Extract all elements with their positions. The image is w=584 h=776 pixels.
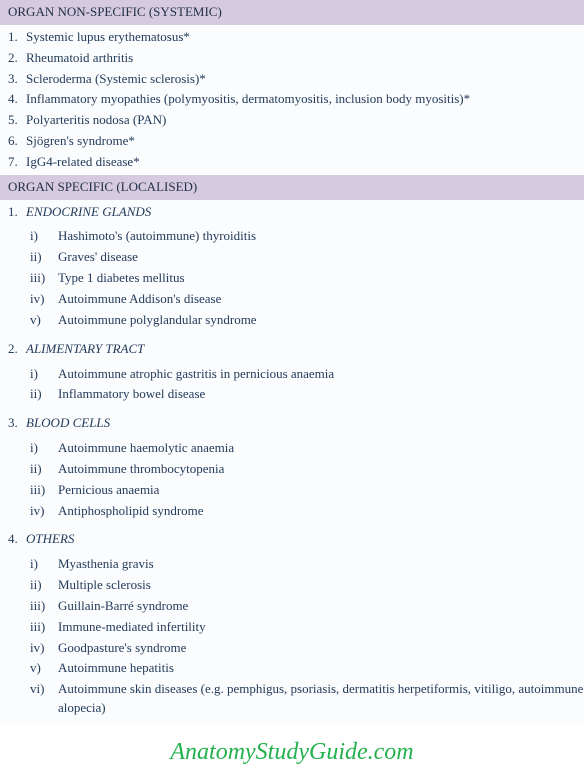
- sub-item-text: Immune-mediated infertility: [58, 618, 584, 637]
- sub-item: i)Autoimmune atrophic gastritis in perni…: [30, 364, 584, 385]
- sub-item-text: Autoimmune Addison's disease: [58, 290, 584, 309]
- item-number: 6.: [0, 132, 26, 151]
- sub-list: i)Autoimmune atrophic gastritis in perni…: [0, 362, 584, 412]
- category-row: 2.ALIMENTARY TRACT: [0, 337, 584, 362]
- sub-list: i)Hashimoto's (autoimmune) thyroiditisii…: [0, 224, 584, 336]
- sub-item-text: Multiple sclerosis: [58, 576, 584, 595]
- list-item: 2.Rheumatoid arthritis: [0, 48, 584, 69]
- item-number: 2.: [0, 49, 26, 68]
- category-number: 2.: [0, 340, 26, 359]
- sub-item-roman: iii): [30, 618, 58, 637]
- list-item: 7.IgG4-related disease*: [0, 152, 584, 173]
- item-text: Inflammatory myopathies (polymyositis, d…: [26, 90, 584, 109]
- sub-item-roman: ii): [30, 248, 58, 267]
- sub-item-text: Autoimmune polyglandular syndrome: [58, 311, 584, 330]
- sub-item: ii)Graves' disease: [30, 247, 584, 268]
- list-item: 1.Systemic lupus erythematosus*: [0, 27, 584, 48]
- sub-item-text: Autoimmune hepatitis: [58, 659, 584, 678]
- sub-item-roman: i): [30, 439, 58, 458]
- sub-item-roman: v): [30, 311, 58, 330]
- item-text: Sjögren's syndrome*: [26, 132, 584, 151]
- sub-item: ii)Inflammatory bowel disease: [30, 384, 584, 405]
- category-number: 4.: [0, 530, 26, 549]
- sub-item: ii)Autoimmune thrombocytopenia: [30, 459, 584, 480]
- sub-list: i)Myasthenia gravisii)Multiple sclerosis…: [0, 552, 584, 725]
- sub-item-roman: iv): [30, 502, 58, 521]
- category-number: 1.: [0, 203, 26, 222]
- sub-item-roman: iii): [30, 269, 58, 288]
- sub-item-roman: i): [30, 555, 58, 574]
- sub-item-roman: iv): [30, 290, 58, 309]
- sub-item: iii)Immune-mediated infertility: [30, 617, 584, 638]
- sub-item-roman: i): [30, 365, 58, 384]
- list-item: 5.Polyarteritis nodosa (PAN): [0, 110, 584, 131]
- sub-item-roman: vi): [30, 680, 58, 718]
- section-1-list: 1.Systemic lupus erythematosus*2.Rheumat…: [0, 25, 584, 175]
- list-item: 3.Scleroderma (Systemic sclerosis)*: [0, 69, 584, 90]
- sub-item: v)Autoimmune hepatitis: [30, 658, 584, 679]
- sub-item-roman: v): [30, 659, 58, 678]
- list-item: 6.Sjögren's syndrome*: [0, 131, 584, 152]
- item-text: Scleroderma (Systemic sclerosis)*: [26, 70, 584, 89]
- sub-item: v)Autoimmune polyglandular syndrome: [30, 310, 584, 331]
- category-name: ENDOCRINE GLANDS: [26, 203, 584, 222]
- category-row: 4.OTHERS: [0, 527, 584, 552]
- sub-item: iv)Antiphospholipid syndrome: [30, 501, 584, 522]
- sub-item-roman: iv): [30, 639, 58, 658]
- sub-item: iv)Goodpasture's syndrome: [30, 638, 584, 659]
- section-1-header: ORGAN NON-SPECIFIC (SYSTEMIC): [0, 0, 584, 25]
- item-number: 1.: [0, 28, 26, 47]
- category-name: BLOOD CELLS: [26, 414, 584, 433]
- document-container: ORGAN NON-SPECIFIC (SYSTEMIC) 1.Systemic…: [0, 0, 584, 725]
- sub-item-text: Goodpasture's syndrome: [58, 639, 584, 658]
- sub-item: i)Myasthenia gravis: [30, 554, 584, 575]
- sub-item: iii)Pernicious anaemia: [30, 480, 584, 501]
- item-number: 7.: [0, 153, 26, 172]
- sub-item: iii)Type 1 diabetes mellitus: [30, 268, 584, 289]
- sub-item: i)Hashimoto's (autoimmune) thyroiditis: [30, 226, 584, 247]
- sub-item-text: Myasthenia gravis: [58, 555, 584, 574]
- item-text: IgG4-related disease*: [26, 153, 584, 172]
- section-2-header: ORGAN SPECIFIC (LOCALISED): [0, 175, 584, 200]
- sub-item-text: Pernicious anaemia: [58, 481, 584, 500]
- category-row: 3.BLOOD CELLS: [0, 411, 584, 436]
- category-number: 3.: [0, 414, 26, 433]
- sub-item: i)Autoimmune haemolytic anaemia: [30, 438, 584, 459]
- sub-item-text: Autoimmune atrophic gastritis in pernici…: [58, 365, 584, 384]
- sub-item-text: Autoimmune skin diseases (e.g. pemphigus…: [58, 680, 584, 718]
- sub-item: iii)Guillain-Barré syndrome: [30, 596, 584, 617]
- category-name: ALIMENTARY TRACT: [26, 340, 584, 359]
- sub-item: iv)Autoimmune Addison's disease: [30, 289, 584, 310]
- sub-item-text: Inflammatory bowel disease: [58, 385, 584, 404]
- sub-item-text: Graves' disease: [58, 248, 584, 267]
- sub-item-roman: ii): [30, 460, 58, 479]
- category-name: OTHERS: [26, 530, 584, 549]
- sub-item-text: Hashimoto's (autoimmune) thyroiditis: [58, 227, 584, 246]
- sub-item-roman: ii): [30, 576, 58, 595]
- sub-item-text: Autoimmune haemolytic anaemia: [58, 439, 584, 458]
- watermark-text: AnatomyStudyGuide.com: [0, 725, 584, 776]
- sub-item-text: Guillain-Barré syndrome: [58, 597, 584, 616]
- sub-list: i)Autoimmune haemolytic anaemiaii)Autoim…: [0, 436, 584, 527]
- section-2-body: 1.ENDOCRINE GLANDSi)Hashimoto's (autoimm…: [0, 200, 584, 725]
- sub-item-text: Type 1 diabetes mellitus: [58, 269, 584, 288]
- sub-item-roman: i): [30, 227, 58, 246]
- list-item: 4.Inflammatory myopathies (polymyositis,…: [0, 89, 584, 110]
- sub-item-roman: iii): [30, 481, 58, 500]
- item-number: 4.: [0, 90, 26, 109]
- sub-item: ii)Multiple sclerosis: [30, 575, 584, 596]
- category-row: 1.ENDOCRINE GLANDS: [0, 200, 584, 225]
- sub-item-roman: iii): [30, 597, 58, 616]
- sub-item-text: Antiphospholipid syndrome: [58, 502, 584, 521]
- item-number: 5.: [0, 111, 26, 130]
- sub-item: vi)Autoimmune skin diseases (e.g. pemphi…: [30, 679, 584, 719]
- sub-item-roman: ii): [30, 385, 58, 404]
- sub-item-text: Autoimmune thrombocytopenia: [58, 460, 584, 479]
- item-text: Systemic lupus erythematosus*: [26, 28, 584, 47]
- item-number: 3.: [0, 70, 26, 89]
- item-text: Polyarteritis nodosa (PAN): [26, 111, 584, 130]
- item-text: Rheumatoid arthritis: [26, 49, 584, 68]
